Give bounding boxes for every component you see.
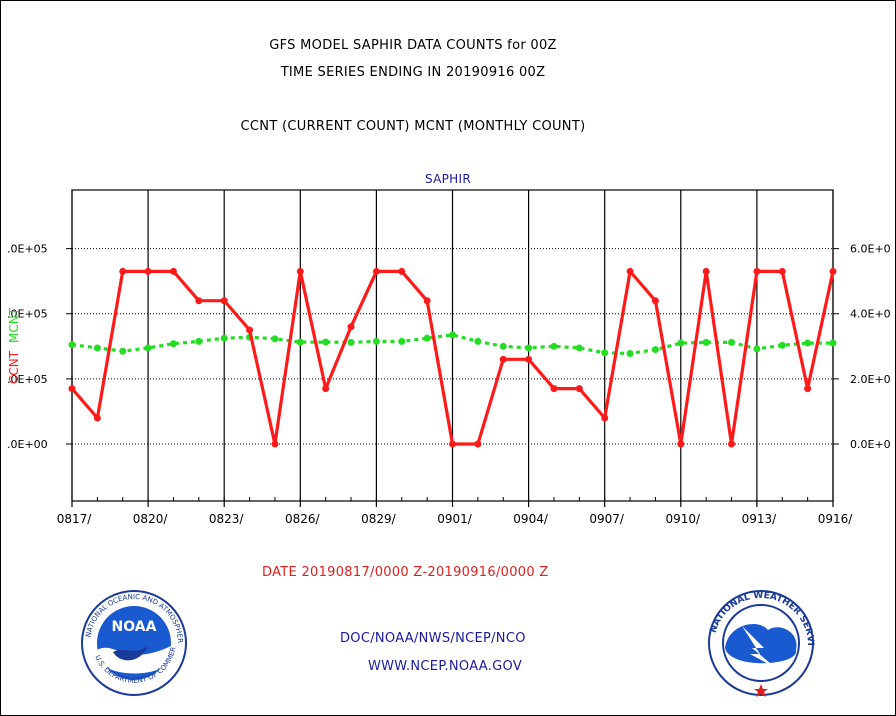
y-tick-label-right: 4.0E+0 (850, 308, 891, 321)
data-point-mcnt (220, 334, 228, 342)
y-tick-label-left: .0E+00 (7, 438, 48, 451)
x-tick-label: 0901/ (437, 512, 473, 526)
x-tick-label: 0907/ (589, 512, 625, 526)
data-point-mcnt (271, 335, 279, 343)
chart-title-line-1: GFS MODEL SAPHIR DATA COUNTS for 00Z (269, 38, 557, 53)
chart-title-line-2: TIME SERIES ENDING IN 20190916 00Z (280, 65, 546, 80)
data-point-mcnt (68, 341, 76, 349)
data-point-mcnt (778, 341, 786, 349)
y-tick-label-left: .0E+05 (7, 308, 48, 321)
data-point-ccnt (728, 440, 736, 448)
data-point-ccnt (169, 267, 177, 275)
data-point-mcnt (601, 349, 609, 357)
data-point-ccnt (449, 440, 456, 448)
data-point-mcnt (626, 349, 634, 357)
data-point-ccnt (601, 414, 609, 422)
data-point-ccnt (829, 267, 837, 275)
data-point-ccnt (474, 440, 482, 448)
data-point-ccnt (296, 267, 304, 275)
y-tick-label-left: .0E+05 (7, 373, 48, 386)
data-point-ccnt (322, 385, 330, 393)
x-tick-label: 0817/ (57, 512, 93, 526)
y-tick-label-right: 6.0E+0 (850, 243, 891, 256)
data-point-mcnt (829, 339, 837, 347)
data-point-mcnt (195, 337, 203, 345)
data-point-mcnt (296, 338, 304, 346)
credit-line-agency: DOC/NOAA/NWS/NCEP/NCO (340, 631, 526, 646)
data-point-ccnt (499, 355, 507, 363)
left-axis-label-ccnt: CCNT (7, 350, 21, 384)
data-point-ccnt (93, 414, 101, 422)
x-tick-label: 0823/ (209, 512, 245, 526)
x-tick-label: 0829/ (361, 512, 397, 526)
data-point-ccnt (144, 267, 152, 275)
data-point-mcnt (474, 337, 482, 345)
data-point-mcnt (347, 338, 355, 346)
data-point-mcnt (575, 344, 583, 352)
data-point-ccnt (550, 385, 558, 393)
data-point-mcnt (119, 347, 127, 355)
x-tick-label: 0826/ (285, 512, 321, 526)
data-point-ccnt (195, 297, 203, 305)
chart-title-line-3: CCNT (CURRENT COUNT) MCNT (MONTHLY COUNT… (240, 119, 586, 134)
y-tick-label-right: 2.0E+0 (850, 373, 891, 386)
data-point-ccnt (271, 440, 279, 448)
data-point-mcnt (728, 338, 736, 346)
data-point-ccnt (347, 323, 355, 331)
data-point-mcnt (702, 338, 710, 346)
data-point-ccnt (398, 267, 406, 275)
data-point-mcnt (322, 338, 330, 346)
x-tick-label: 0913/ (742, 512, 778, 526)
y-tick-label-right: 0.0E+0 (850, 438, 891, 451)
data-point-ccnt (119, 267, 127, 275)
x-tick-label: 0916/ (818, 512, 854, 526)
date-range-label: DATE 20190817/0000 Z-20190916/0000 Z (262, 565, 549, 580)
data-point-ccnt (246, 326, 254, 334)
left-axis-label-mcnt: MCNT (7, 307, 21, 343)
data-point-ccnt (753, 267, 761, 275)
data-point-mcnt (169, 340, 177, 348)
data-point-mcnt (753, 345, 761, 353)
data-point-mcnt (449, 331, 456, 339)
data-point-ccnt (778, 267, 786, 275)
x-tick-label: 0820/ (133, 512, 169, 526)
x-tick-label: 0904/ (513, 512, 549, 526)
data-point-mcnt (651, 346, 659, 354)
data-point-mcnt (93, 344, 101, 352)
credit-line-url: WWW.NCEP.NOAA.GOV (368, 659, 523, 674)
data-point-mcnt (804, 339, 812, 347)
data-point-ccnt (702, 267, 710, 275)
data-point-ccnt (68, 385, 76, 393)
data-point-mcnt (677, 339, 685, 347)
data-point-mcnt (423, 334, 431, 342)
data-point-mcnt (398, 337, 406, 345)
plot-series-label: SAPHIR (425, 172, 471, 186)
data-point-mcnt (499, 342, 507, 350)
data-point-ccnt (626, 267, 634, 275)
data-point-ccnt (677, 440, 685, 448)
data-point-mcnt (372, 337, 380, 345)
y-tick-label-left: .0E+05 (7, 243, 48, 256)
data-point-ccnt (575, 385, 583, 393)
data-point-ccnt (423, 297, 431, 305)
data-point-mcnt (525, 344, 533, 352)
data-point-mcnt (144, 344, 152, 352)
data-point-mcnt (550, 342, 558, 350)
data-point-ccnt (525, 355, 533, 363)
data-point-ccnt (220, 297, 228, 305)
data-point-ccnt (651, 297, 659, 305)
x-tick-label: 0910/ (666, 512, 702, 526)
data-point-ccnt (372, 267, 380, 275)
data-point-ccnt (804, 385, 812, 393)
